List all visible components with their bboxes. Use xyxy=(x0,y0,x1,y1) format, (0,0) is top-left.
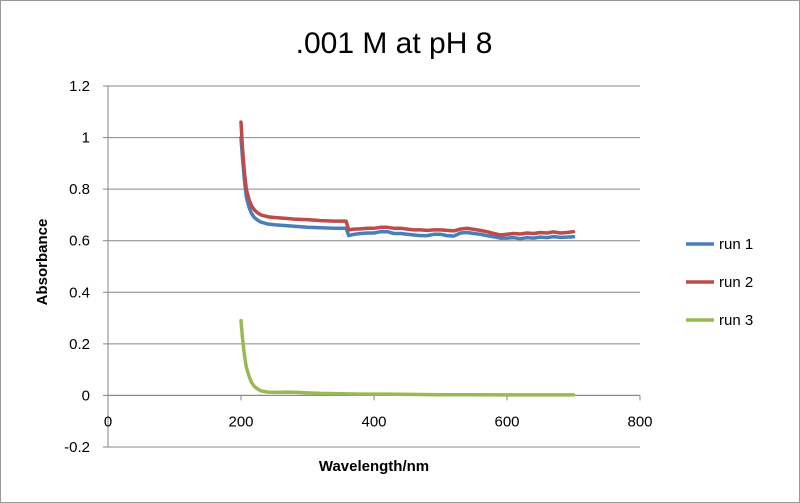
y-tick-label: 0.4 xyxy=(69,284,90,301)
y-tick-label: 1.2 xyxy=(69,78,90,95)
series-line-2 xyxy=(239,120,576,237)
y-tick-label: 0.6 xyxy=(69,233,90,250)
y-axis-title: Absorbance xyxy=(34,219,51,306)
x-tick-label: 400 xyxy=(361,413,386,430)
series-line-1 xyxy=(239,135,576,241)
series-lines xyxy=(239,120,576,397)
legend: run 1 run 2 run 3 xyxy=(686,236,753,329)
y-tick-label: 0.2 xyxy=(69,336,90,353)
legend-label-3: run 3 xyxy=(719,312,753,329)
x-tick-label: 200 xyxy=(228,413,253,430)
y-tick-label: 0.8 xyxy=(69,181,90,198)
tick-labels: -0.2 0 0.2 0.4 0.6 0.8 1 1.2 0 200 400 600 800 xyxy=(64,78,652,456)
y-tick-label: -0.2 xyxy=(64,439,90,456)
x-tick-label: 0 xyxy=(104,413,112,430)
x-tick-label: 800 xyxy=(627,413,652,430)
legend-label-1: run 1 xyxy=(719,236,753,253)
legend-label-2: run 2 xyxy=(719,274,753,291)
y-tick-label: 1 xyxy=(82,130,90,147)
x-axis-title: Wavelength/nm xyxy=(319,458,429,475)
series-line-3 xyxy=(239,318,576,397)
y-tick-label: 0 xyxy=(82,387,90,404)
chart-title: .001 M at pH 8 xyxy=(296,27,493,60)
x-tick-label: 600 xyxy=(494,413,519,430)
